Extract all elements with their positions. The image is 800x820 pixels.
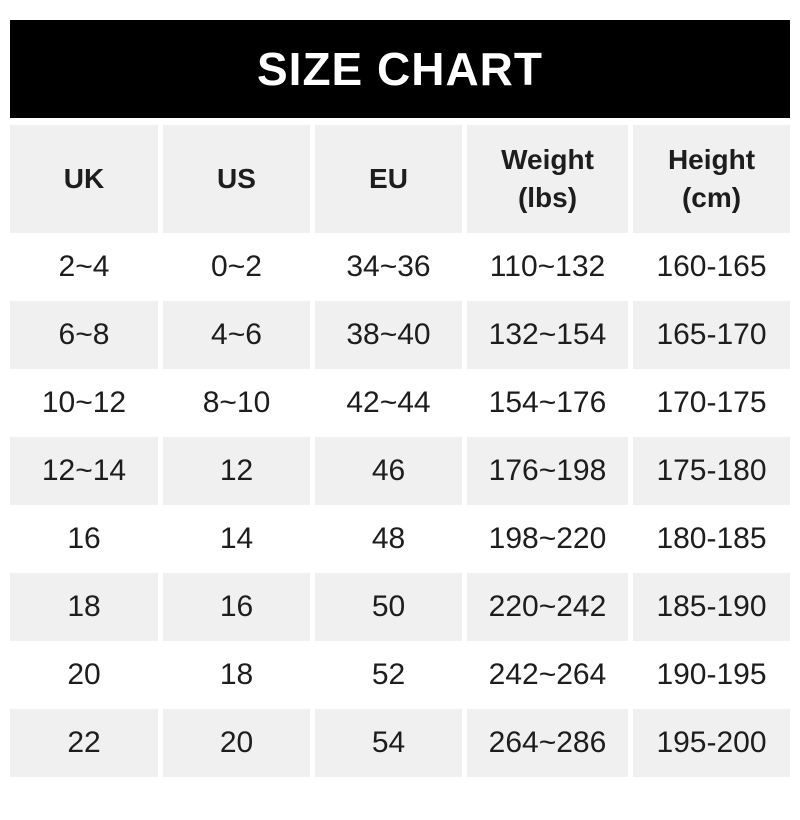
cell-height: 165-170: [633, 301, 790, 369]
cell-weight: 220~242: [467, 573, 628, 641]
cell-us: 0~2: [163, 233, 310, 301]
cell-uk: 2~4: [10, 233, 158, 301]
column-header-weight: Weight (lbs): [467, 125, 628, 233]
cell-us: 8~10: [163, 369, 310, 437]
cell-weight: 242~264: [467, 641, 628, 709]
column-header-eu: EU: [315, 125, 462, 233]
column-header-height: Height (cm): [633, 125, 790, 233]
column-header-label: UK: [63, 163, 105, 194]
size-chart-banner: SIZE CHART: [10, 20, 790, 118]
cell-uk: 6~8: [10, 301, 158, 369]
cell-uk: 10~12: [10, 369, 158, 437]
cell-height: 180-185: [633, 505, 790, 573]
cell-eu: 54: [315, 709, 462, 777]
cell-weight: 176~198: [467, 437, 628, 505]
cell-us: 20: [163, 709, 310, 777]
column-header-uk: UK: [10, 125, 158, 233]
cell-eu: 52: [315, 641, 462, 709]
size-table: UK US EU Weight (lbs) Height (cm) 2~4 0~2 …: [10, 125, 790, 777]
cell-eu: 42~44: [315, 369, 462, 437]
cell-us: 18: [163, 641, 310, 709]
column-header-us: US: [163, 125, 310, 233]
cell-uk: 12~14: [10, 437, 158, 505]
column-header-label: Height: [667, 144, 756, 175]
cell-uk: 22: [10, 709, 158, 777]
cell-us: 14: [163, 505, 310, 573]
cell-eu: 46: [315, 437, 462, 505]
cell-weight: 264~286: [467, 709, 628, 777]
cell-us: 16: [163, 573, 310, 641]
cell-weight: 110~132: [467, 233, 628, 301]
column-header-label: EU: [369, 163, 408, 194]
cell-eu: 38~40: [315, 301, 462, 369]
column-header-sub-label: (lbs): [517, 182, 578, 213]
cell-us: 12: [163, 437, 310, 505]
cell-height: 190-195: [633, 641, 790, 709]
column-header-label: US: [217, 163, 256, 194]
cell-height: 195-200: [633, 709, 790, 777]
cell-eu: 48: [315, 505, 462, 573]
cell-eu: 34~36: [315, 233, 462, 301]
column-header-sub-label: (cm): [681, 182, 742, 213]
cell-height: 170-175: [633, 369, 790, 437]
cell-uk: 16: [10, 505, 158, 573]
cell-uk: 18: [10, 573, 158, 641]
banner-title: SIZE CHART: [257, 43, 543, 95]
cell-height: 160-165: [633, 233, 790, 301]
cell-weight: 154~176: [467, 369, 628, 437]
cell-uk: 20: [10, 641, 158, 709]
cell-eu: 50: [315, 573, 462, 641]
column-header-label: Weight: [501, 144, 594, 175]
cell-weight: 132~154: [467, 301, 628, 369]
cell-weight: 198~220: [467, 505, 628, 573]
cell-height: 185-190: [633, 573, 790, 641]
cell-height: 175-180: [633, 437, 790, 505]
cell-us: 4~6: [163, 301, 310, 369]
